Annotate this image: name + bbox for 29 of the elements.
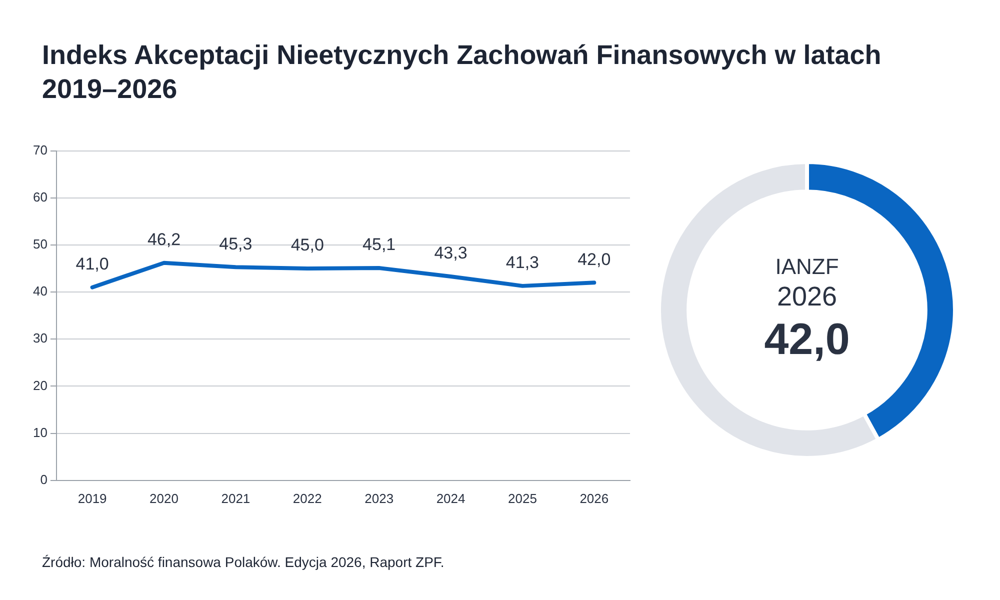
text: Źródło: Moralność finansowa Polaków. Edycja 2026, Raport ZPF. <box>42 554 444 570</box>
data-label: 41,0 <box>76 254 109 274</box>
x-tick-label: 2020 <box>150 490 178 506</box>
y-tick-label: 30 <box>32 330 48 346</box>
y-tick-label: 40 <box>32 284 48 299</box>
data-label: 45,1 <box>362 235 396 254</box>
data-label: 43,3 <box>434 244 468 263</box>
x-tick-label: 2024 <box>436 490 466 506</box>
x-tick-label: 2023 <box>364 490 394 506</box>
x-tick-label: 2021 <box>221 490 250 506</box>
y-tick-label: 0 <box>40 472 48 487</box>
x-tick-label: 2026 <box>580 490 609 506</box>
y-tick-label: 50 <box>32 236 48 252</box>
data-label: 45,0 <box>290 236 324 255</box>
y-tick-label: 10 <box>32 424 48 440</box>
x-tick-label: 2022 <box>292 490 322 506</box>
text: 2026 <box>776 281 838 312</box>
chart-title: Indeks Akceptacji Nieetycznych Zachowań Finansowych w latach 2019–2026 <box>42 39 882 106</box>
data-label: 41,3 <box>506 253 540 272</box>
x-tick-label: 2019 <box>78 490 107 506</box>
data-label: 45,3 <box>219 234 252 254</box>
data-label: 46,2 <box>147 230 181 250</box>
y-tick-label: 60 <box>32 189 48 204</box>
text: 42,0 <box>764 315 850 364</box>
y-tick-label: 20 <box>32 378 48 393</box>
text: IANZF <box>775 254 839 280</box>
y-tick-label: 70 <box>32 142 48 158</box>
data-label: 42,0 <box>578 250 611 269</box>
x-tick-label: 2025 <box>508 490 537 506</box>
